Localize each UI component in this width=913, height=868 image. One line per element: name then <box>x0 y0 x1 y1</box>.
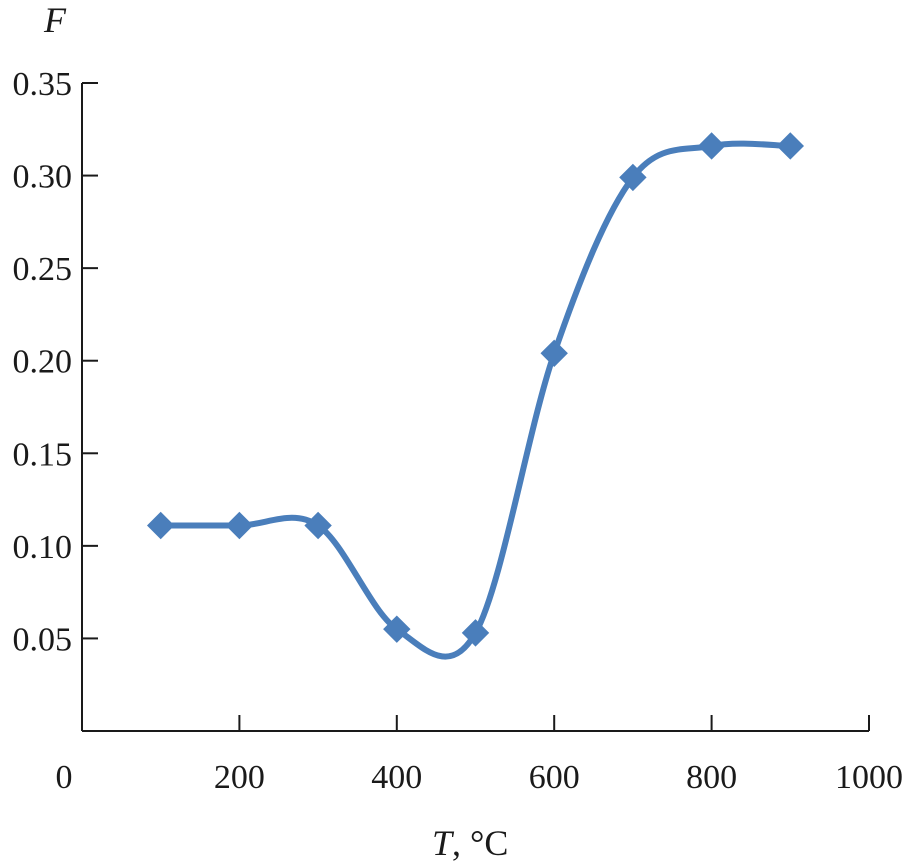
y-tick-label: 0.15 <box>13 436 73 473</box>
data-point-marker <box>697 132 726 160</box>
y-tick-label: 0.25 <box>13 251 73 288</box>
y-tick-label: 0.05 <box>13 621 73 658</box>
data-point-marker <box>146 511 175 540</box>
x-ticks: 0 200 400 600 800 1000 <box>56 715 903 796</box>
data-point-marker <box>383 615 411 643</box>
data-point-marker <box>304 511 332 540</box>
series-line <box>157 140 794 660</box>
y-tick-label: 0.10 <box>13 529 73 566</box>
y-tick-label: 0.30 <box>13 159 73 196</box>
y-ticks: 0.05 0.10 0.15 0.20 0.25 0.30 0.35 <box>13 66 98 658</box>
data-point-marker <box>461 619 490 647</box>
x-tick-label: 800 <box>686 759 737 796</box>
x-tick-label: 1000 <box>835 759 903 796</box>
x-tick-label: 200 <box>214 759 265 796</box>
data-point-marker <box>225 511 254 540</box>
data-point-marker <box>540 339 568 368</box>
y-tick-label: 0.35 <box>13 66 73 103</box>
series-group <box>146 132 805 660</box>
x-axis-label-unit: , °C <box>452 823 508 863</box>
x-axis-label-var: T <box>432 823 455 863</box>
y-tick-label: 0.20 <box>13 344 73 381</box>
x-tick-label: 600 <box>529 759 580 796</box>
data-point-marker <box>619 163 647 192</box>
axes <box>81 83 869 732</box>
y-axis-label: F <box>43 0 67 40</box>
x-tick-label: 400 <box>371 759 422 796</box>
x-tick-label: 0 <box>56 759 73 796</box>
x-axis-label: T, °C <box>432 823 508 863</box>
data-point-marker <box>776 132 805 160</box>
